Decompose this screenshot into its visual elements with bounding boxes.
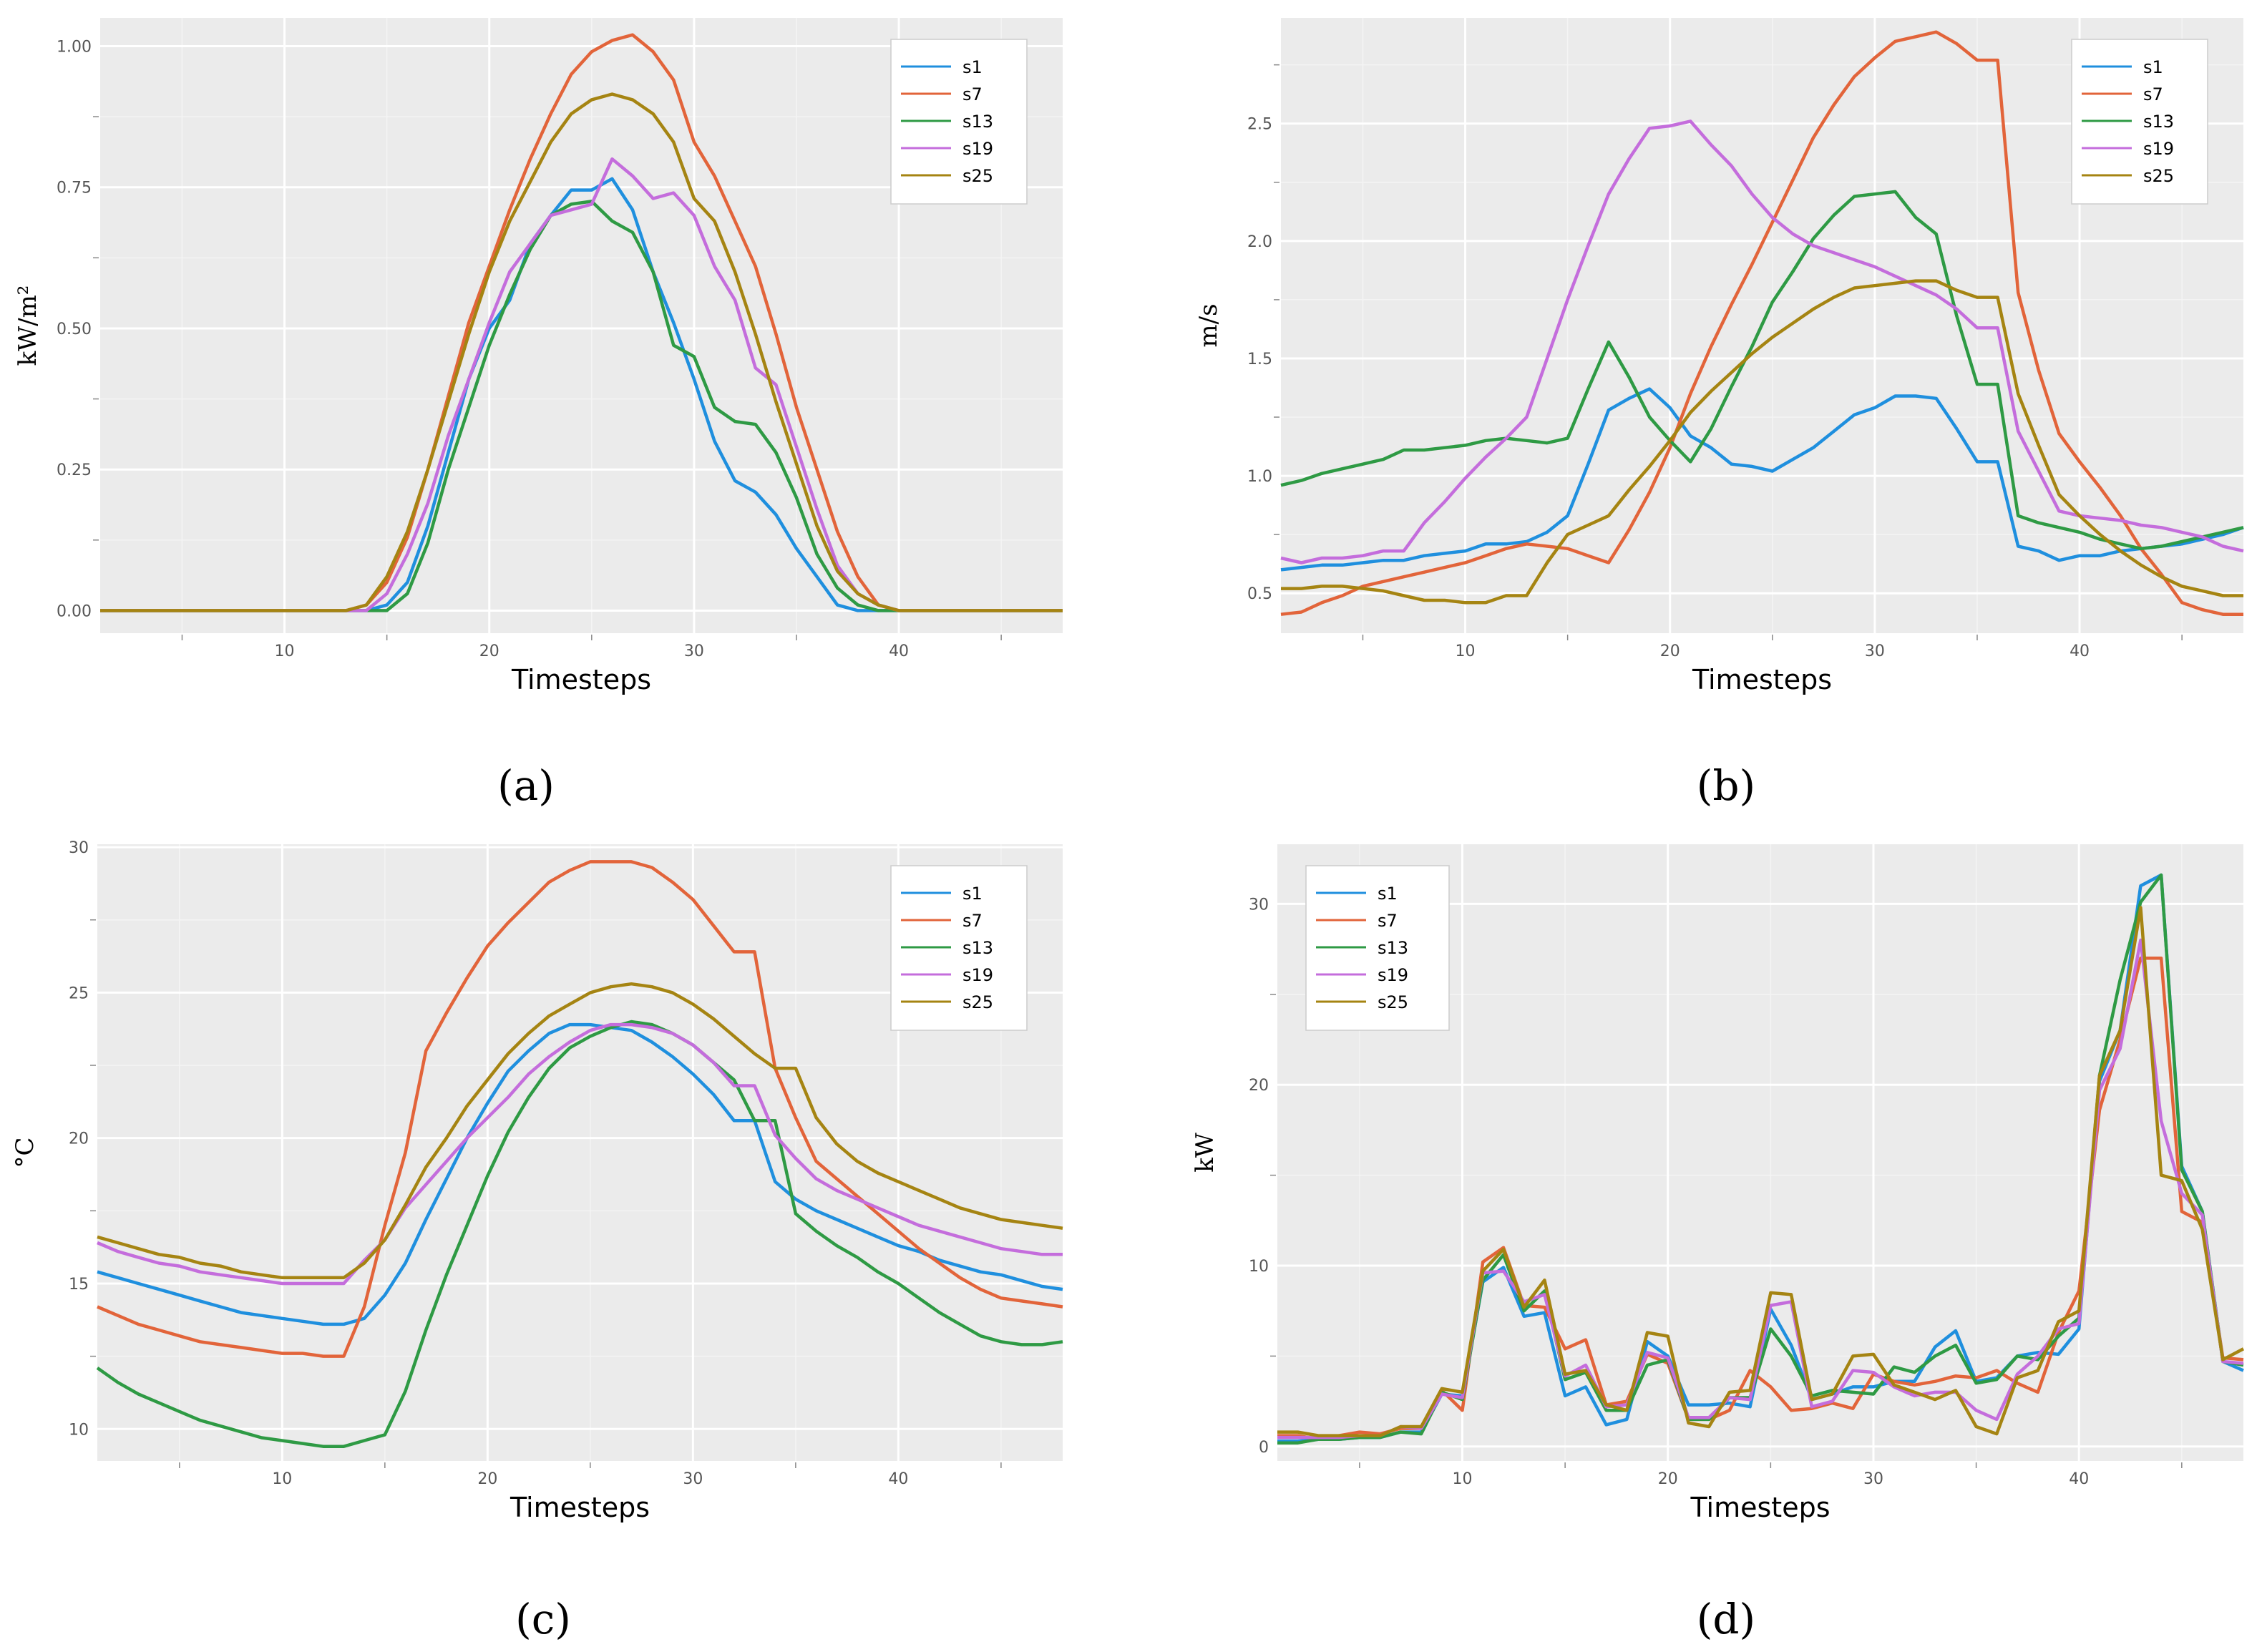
legend-entry: s1 — [962, 57, 983, 77]
series-line-s13 — [96, 1020, 1063, 1448]
y-tick-label: 0 — [1259, 1439, 1269, 1457]
x-axis-title: Timesteps — [511, 664, 651, 695]
panel-b: 10 20 30 400.51.01.52.02.5Timestepsm/ss1s7s… — [1194, 18, 2244, 695]
caption-a: (a) — [497, 761, 555, 810]
legend: s1 s7 s13 s19 s25 — [2071, 39, 2208, 205]
series-line-s19 — [1280, 119, 2244, 564]
panel-d: 10 20 30 40 0 10 20 30 Timesteps kW s1 s7 s13 s19 s25 — [1191, 844, 2245, 1523]
series-line-s1 — [1280, 387, 2244, 572]
legend-entry: s13 — [1378, 938, 1408, 958]
legend-entry: s19 — [962, 965, 993, 985]
y-tick-label: 30 — [1249, 896, 1269, 914]
x-tick-label: 10 — [1456, 642, 1476, 660]
series-line-s25 — [1277, 906, 2245, 1437]
series-line-s1 — [97, 1022, 1063, 1326]
y-tick-label: 1.00 — [57, 38, 92, 56]
y-tick-label: 15 — [69, 1276, 89, 1294]
y-tick-label: 25 — [69, 984, 89, 1002]
x-tick-label: 20 — [477, 1470, 497, 1488]
series-line-s19 — [97, 1022, 1063, 1286]
legend-entry: s7 — [1378, 911, 1398, 931]
legend-entry: s7 — [962, 911, 983, 931]
x-tick-label: 20 — [479, 642, 499, 660]
y-axis-title: m/s — [1194, 303, 1223, 347]
x-tick-label: 10 — [275, 642, 295, 660]
y-tick-label: 0.00 — [57, 602, 92, 620]
x-tick-label: 30 — [1865, 642, 1885, 660]
legend-entry: s1 — [962, 884, 983, 904]
y-tick-label: 10 — [1249, 1258, 1269, 1276]
legend-entry: s19 — [1378, 965, 1408, 985]
caption-d: (d) — [1697, 1595, 1755, 1643]
x-tick-label: 10 — [272, 1470, 292, 1488]
y-tick-label: 0.75 — [57, 180, 92, 197]
legend-entry: s1 — [2143, 57, 2163, 77]
x-axis-title: Timesteps — [1692, 664, 1832, 695]
y-tick-label: 0.5 — [1247, 585, 1272, 603]
y-tick-label: 0.25 — [57, 461, 92, 479]
series-line-s7 — [1280, 30, 2243, 616]
x-tick-label: 20 — [1660, 642, 1680, 660]
y-tick-label: 0.50 — [57, 321, 92, 338]
y-tick-label: 2.0 — [1247, 233, 1272, 251]
panel-a: 10 20 30 40 0.00 0.25 0.50 0.75 1.00 Timesteps kW/… — [14, 18, 1063, 695]
y-tick-label: 30 — [69, 839, 89, 857]
legend-entry: s13 — [2143, 112, 2174, 132]
series-line-s7 — [97, 860, 1063, 1358]
legend-entry: s19 — [962, 139, 993, 159]
x-axis-title: Timesteps — [1690, 1492, 1831, 1523]
series-line-s25 — [100, 92, 1063, 612]
x-tick-label: 30 — [684, 642, 704, 660]
legend-entry: s7 — [962, 84, 983, 104]
legend-entry: s19 — [2143, 139, 2174, 159]
series-line-s13 — [1280, 190, 2244, 551]
y-tick-label: 10 — [69, 1421, 89, 1439]
legend-entry: s25 — [2143, 166, 2174, 186]
x-tick-label: 30 — [683, 1470, 703, 1488]
x-tick-label: 10 — [1453, 1470, 1473, 1488]
x-tick-label: 40 — [2069, 1470, 2089, 1488]
legend: s1 s7 s13 s19 s25 — [890, 865, 1028, 1031]
y-axis-title: kW/m² — [14, 285, 42, 366]
y-tick-label: 20 — [69, 1130, 89, 1148]
y-axis-title: kW — [1191, 1133, 1219, 1173]
legend-entry: s1 — [1378, 884, 1398, 904]
x-tick-label: 40 — [888, 1470, 908, 1488]
panel-c: 10 20 30 401015202530Timesteps°Cs1s7s13s19s… — [11, 839, 1063, 1523]
legend-entry: s25 — [962, 992, 993, 1012]
caption-b: (b) — [1697, 761, 1755, 810]
x-tick-label: 40 — [2070, 642, 2090, 660]
series-line-s25 — [97, 982, 1063, 1280]
y-tick-label: 2.5 — [1247, 116, 1272, 134]
x-tick-label: 40 — [889, 642, 909, 660]
legend-entry: s13 — [962, 938, 993, 958]
legend-entry: s13 — [962, 112, 993, 132]
legend-entry: s25 — [1378, 992, 1408, 1012]
legend-entry: s7 — [2143, 84, 2163, 104]
legend: s1 s7 s13 s19 s25 — [1305, 865, 1450, 1031]
x-tick-label: 30 — [1863, 1470, 1883, 1488]
caption-c: (c) — [515, 1595, 571, 1643]
series-line-s25 — [1281, 279, 2243, 605]
y-tick-label: 1.0 — [1247, 468, 1272, 486]
x-tick-label: 20 — [1658, 1470, 1678, 1488]
y-tick-label: 1.5 — [1247, 351, 1272, 368]
x-axis-title: Timesteps — [510, 1492, 650, 1523]
y-tick-label: 20 — [1249, 1077, 1269, 1095]
legend-entry: s25 — [962, 166, 993, 186]
legend: s1 s7 s13 s19 s25 — [890, 39, 1028, 205]
y-axis-title: °C — [11, 1137, 39, 1168]
